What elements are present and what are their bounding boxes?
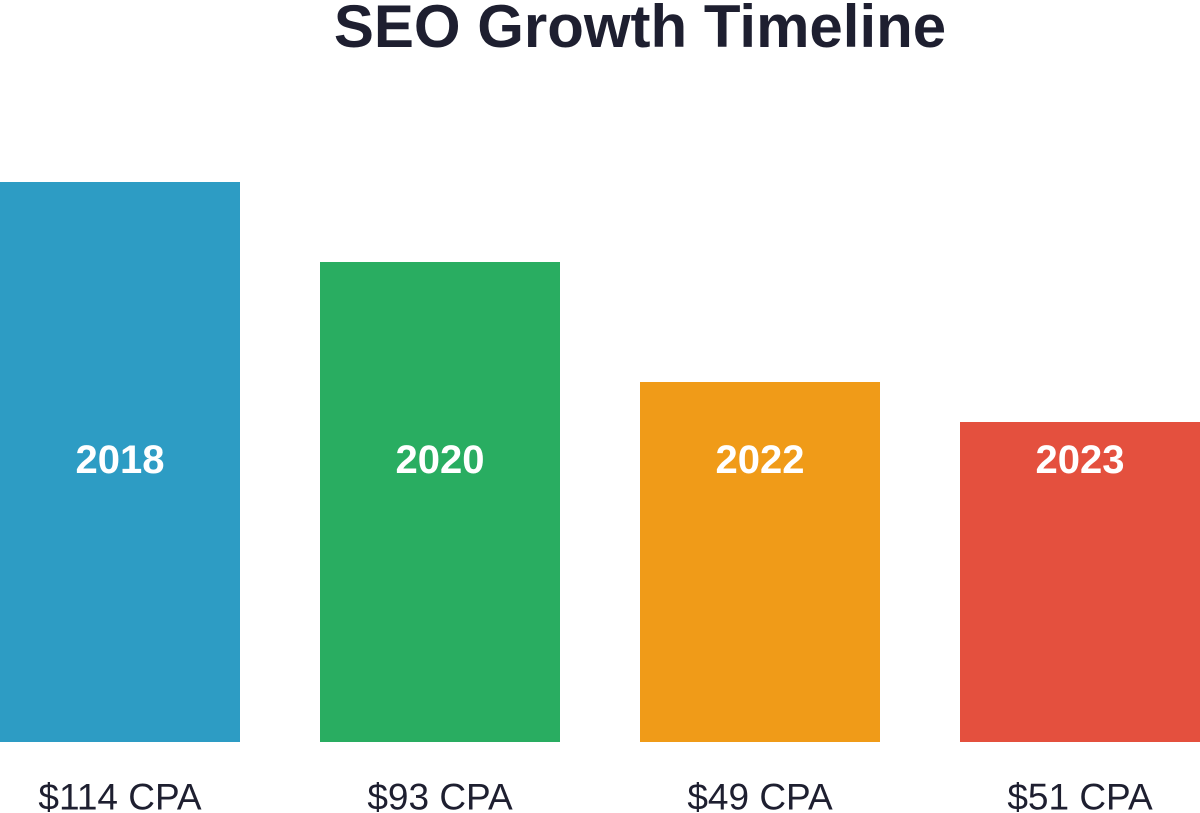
cpa-label-2023: $51 CPA bbox=[1007, 777, 1153, 813]
bar-2022 bbox=[640, 382, 880, 742]
bar-2023 bbox=[960, 422, 1200, 742]
cpa-label-2020: $93 CPA bbox=[367, 777, 513, 813]
bar-label-2022: 2022 bbox=[716, 438, 805, 482]
bar-label-2023: 2023 bbox=[1036, 438, 1125, 482]
bar-2020 bbox=[320, 262, 560, 742]
bar-label-2020: 2020 bbox=[396, 438, 485, 482]
cpa-label-2018: $114 CPA bbox=[38, 777, 201, 813]
cpa-label-2022: $49 CPA bbox=[687, 777, 833, 813]
bar-2018 bbox=[0, 182, 240, 742]
chart-title: SEO Growth Timeline bbox=[333, 0, 947, 60]
bar-label-2018: 2018 bbox=[76, 438, 165, 482]
